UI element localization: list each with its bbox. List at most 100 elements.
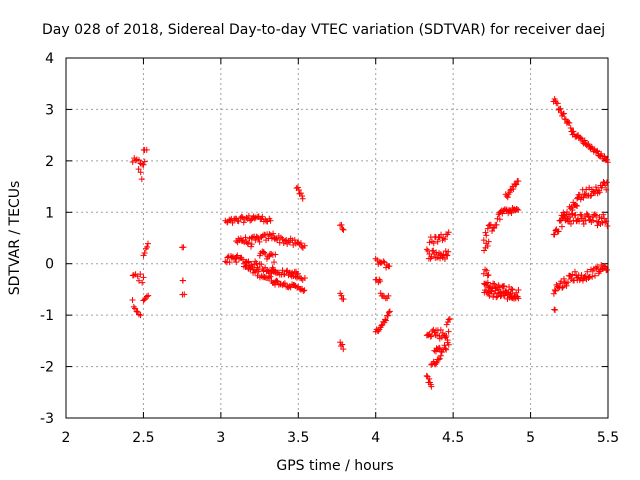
data-point-531 — [508, 285, 515, 292]
data-point-776 — [578, 272, 585, 279]
data-point-357 — [433, 249, 440, 256]
grid-lines — [66, 58, 608, 418]
data-point-346 — [386, 308, 393, 315]
data-point-645 — [558, 223, 565, 230]
data-point-787 — [589, 273, 596, 280]
data-point-83 — [267, 217, 274, 224]
data-point-782 — [584, 268, 591, 275]
data-point-173 — [253, 260, 260, 267]
data-point-439 — [435, 356, 442, 363]
data-point-180 — [262, 264, 269, 271]
data-point-166 — [244, 259, 251, 266]
data-point-583 — [557, 105, 564, 112]
data-point-500 — [485, 238, 492, 245]
y-tick-label-1: -2 — [40, 360, 54, 376]
x-tick-label-2: 3 — [216, 430, 225, 446]
data-point-740 — [600, 211, 607, 218]
data-point-637 — [551, 231, 558, 238]
data-point-759 — [563, 282, 570, 289]
data-point-71 — [251, 215, 258, 222]
data-point-428 — [426, 375, 433, 382]
data-point-756 — [560, 275, 567, 282]
data-point-167 — [245, 258, 252, 265]
data-point-402 — [437, 326, 444, 333]
axis-ticks — [65, 57, 609, 419]
data-point-31 — [133, 308, 140, 315]
data-point-227 — [258, 273, 265, 280]
data-point-302 — [340, 296, 347, 303]
data-point-110 — [248, 234, 255, 241]
x-tick-label-3: 3.5 — [287, 430, 309, 446]
data-point-153 — [297, 240, 304, 247]
data-point-323 — [377, 278, 384, 285]
data-point-214 — [242, 264, 249, 270]
data-point-13 — [137, 169, 144, 176]
data-point-294 — [299, 195, 306, 202]
data-point-518 — [496, 284, 503, 291]
data-point-7 — [140, 161, 147, 168]
data-point-448 — [483, 232, 490, 239]
data-point-241 — [274, 278, 281, 285]
data-point-20 — [137, 271, 144, 278]
data-point-137 — [278, 234, 285, 241]
data-point-701 — [564, 215, 571, 222]
data-point-493 — [513, 181, 520, 188]
data-point-700 — [563, 211, 570, 218]
data-point-41 — [180, 244, 187, 251]
data-point-422 — [443, 346, 450, 353]
data-point-580 — [554, 100, 561, 107]
data-point-716 — [578, 212, 585, 219]
data-point-318 — [386, 263, 393, 270]
data-point-686 — [596, 189, 603, 196]
data-point-374 — [430, 240, 437, 247]
y-tick-label-0: -3 — [40, 411, 54, 427]
data-point-129 — [270, 230, 277, 237]
data-point-754 — [559, 284, 566, 291]
data-point-484 — [504, 194, 511, 201]
data-point-573 — [483, 267, 490, 274]
data-point-774 — [576, 277, 583, 284]
data-point-593 — [566, 119, 573, 126]
data-point-587 — [560, 110, 567, 117]
data-point-797 — [598, 261, 605, 268]
data-point-290 — [295, 186, 302, 193]
data-point-253 — [289, 281, 296, 288]
data-point-598 — [570, 128, 577, 135]
data-point-802 — [603, 267, 610, 274]
data-point-739 — [599, 219, 606, 226]
data-point-26 — [144, 243, 151, 250]
data-point-441 — [437, 352, 444, 359]
data-point-352 — [428, 253, 435, 260]
data-point-790 — [592, 272, 599, 279]
data-point-117 — [256, 238, 263, 245]
data-point-421 — [442, 345, 449, 352]
data-point-734 — [594, 222, 601, 229]
data-point-154 — [298, 243, 305, 250]
data-point-19 — [136, 277, 143, 284]
data-point-594 — [567, 125, 574, 132]
data-point-719 — [580, 220, 587, 227]
data-point-147 — [290, 242, 297, 249]
data-point-52 — [229, 219, 236, 226]
data-point-28 — [129, 297, 136, 304]
chart-title: Day 028 of 2018, Sidereal Day-to-day VTE… — [42, 22, 605, 38]
data-point-257 — [294, 284, 301, 291]
data-point-505 — [484, 279, 491, 286]
data-point-276 — [271, 259, 278, 266]
data-point-558 — [501, 292, 508, 299]
data-point-298 — [340, 226, 347, 233]
data-point-742 — [602, 218, 609, 225]
data-point-109 — [248, 241, 255, 248]
data-point-416 — [436, 344, 443, 351]
data-point-105 — [244, 240, 251, 247]
data-point-744 — [604, 223, 611, 230]
data-point-278 — [287, 272, 294, 279]
data-point-765 — [569, 271, 576, 278]
data-point-731 — [591, 211, 598, 218]
data-point-177 — [258, 261, 265, 268]
data-point-444 — [445, 316, 452, 323]
data-point-747 — [552, 288, 559, 295]
data-point-804 — [551, 306, 558, 313]
data-point-741 — [601, 215, 608, 222]
